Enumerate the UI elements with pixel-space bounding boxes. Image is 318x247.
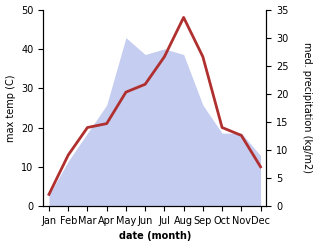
X-axis label: date (month): date (month) <box>119 231 191 242</box>
Y-axis label: max temp (C): max temp (C) <box>5 74 16 142</box>
Y-axis label: med. precipitation (kg/m2): med. precipitation (kg/m2) <box>302 42 313 173</box>
